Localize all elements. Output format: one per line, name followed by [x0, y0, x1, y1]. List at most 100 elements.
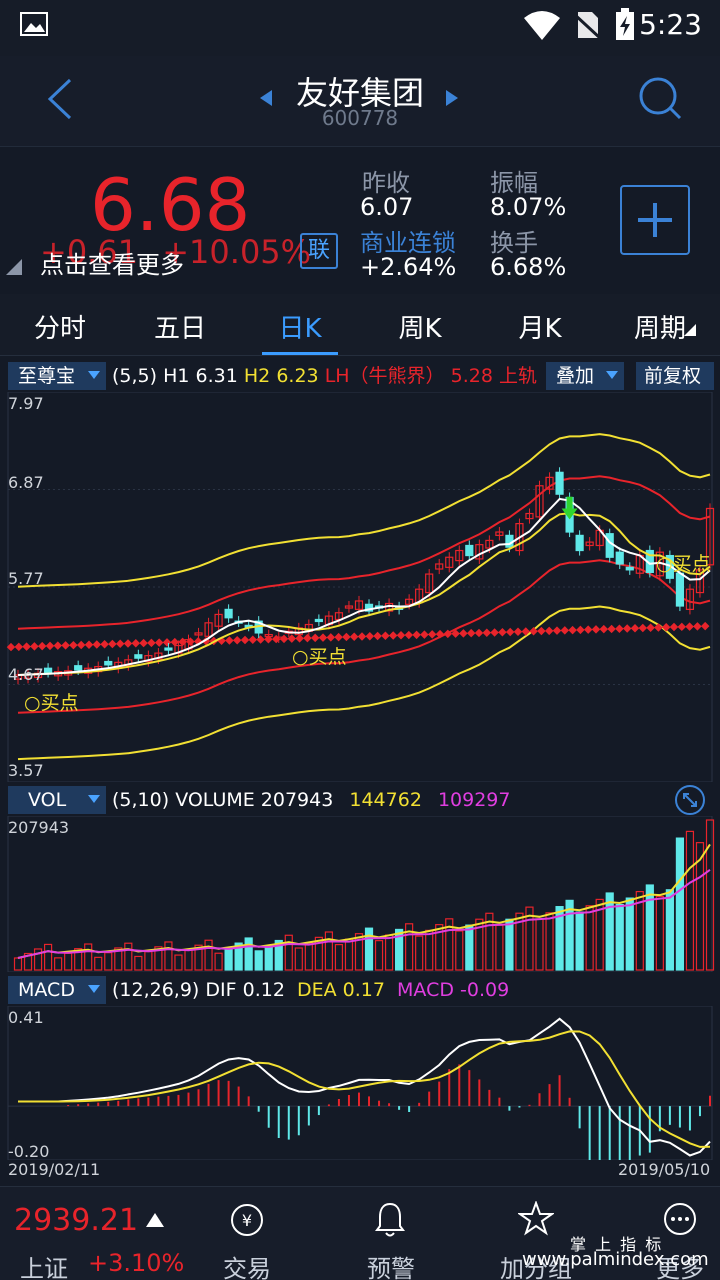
candle-body	[74, 665, 83, 671]
bull-bear-marker	[248, 635, 258, 645]
nav-trade[interactable]: 交易	[223, 1255, 271, 1280]
next-stock-icon[interactable]	[444, 88, 460, 108]
bull-bear-marker	[669, 622, 679, 632]
ma-yellow-line	[17, 512, 711, 676]
tab-weekly-k[interactable]: 周K	[398, 314, 442, 344]
volume-ma5: 144762	[349, 789, 422, 811]
volume-bar	[364, 927, 374, 971]
more-icon[interactable]	[662, 1201, 698, 1237]
sector-link[interactable]: 商业连锁	[360, 229, 456, 257]
bull-bear-marker	[100, 640, 109, 649]
volume-bar	[64, 952, 73, 971]
macd-chart[interactable]	[0, 1006, 720, 1160]
volume-bar	[74, 948, 83, 971]
linked-button[interactable]: 联	[300, 233, 338, 269]
volume-bar	[244, 937, 253, 971]
volume-chart[interactable]	[0, 816, 720, 972]
kline-indicator-bar: 至尊宝 (5,5) H1 6.31 H2 6.23 LH（牛熊界） 5.28 上…	[0, 360, 720, 394]
volume-bar	[114, 947, 123, 971]
no-sim-icon	[572, 12, 602, 40]
volume-bar	[374, 940, 384, 971]
expand-icon[interactable]	[674, 784, 706, 816]
svg-text:¥: ¥	[242, 1211, 252, 1230]
bull-bear-marker	[451, 629, 460, 638]
bull-bear-marker	[170, 637, 180, 647]
volume-bar	[384, 934, 394, 971]
nav-add-group[interactable]: 加分组	[500, 1255, 572, 1280]
volume-bar	[415, 935, 424, 971]
nav-alert[interactable]: 预警	[367, 1255, 415, 1280]
volume-bar	[13, 957, 23, 971]
prev-close-label: 昨收	[362, 169, 410, 197]
bull-bear-marker	[498, 627, 507, 637]
search-icon[interactable]	[636, 74, 684, 122]
bull-bear-marker	[661, 623, 671, 632]
volume-bar	[525, 906, 534, 971]
quote-panel[interactable]: 6.68 +0.61 +10.05% 点击查看更多 联 昨收 6.07 商业连锁…	[0, 146, 720, 294]
volume-bar	[314, 936, 323, 971]
volume-bar	[33, 948, 43, 971]
adjust-button[interactable]: 前复权	[636, 362, 714, 390]
tab-daily-k[interactable]: 日K	[278, 314, 322, 344]
volume-bar	[214, 952, 223, 971]
bull-bear-marker	[420, 630, 429, 639]
macd-values: (12,26,9) DIF 0.12 DEA 0.17 MACD -0.09	[112, 976, 509, 1004]
tab-five-day[interactable]: 五日	[153, 314, 206, 344]
volume-bar	[84, 943, 93, 971]
tab-period[interactable]: 周期	[633, 314, 686, 344]
volume-bar	[595, 898, 604, 971]
overlay-select[interactable]: 叠加	[546, 362, 624, 390]
bull-bear-marker	[568, 625, 577, 635]
kline-indicator-select[interactable]: 至尊宝	[8, 362, 106, 390]
amplitude-label: 振幅	[490, 169, 538, 197]
volume-bar	[425, 929, 434, 971]
volume-bar	[304, 942, 313, 971]
volume-bar	[54, 957, 63, 971]
h2-value: 6.23	[276, 365, 319, 387]
bull-bear-marker	[505, 627, 515, 637]
volume-bar	[354, 933, 364, 971]
volume-indicator-select[interactable]: VOL	[8, 786, 106, 814]
bull-bear-marker	[412, 630, 421, 640]
bull-bear-marker	[677, 622, 687, 632]
bull-bear-marker	[318, 633, 328, 642]
trade-icon[interactable]: ¥	[230, 1203, 264, 1237]
prev-stock-icon[interactable]	[258, 88, 274, 108]
add-watchlist-button[interactable]	[620, 185, 690, 255]
bell-icon[interactable]	[374, 1201, 406, 1239]
date-start: 2019/02/11	[8, 1160, 101, 1179]
volume-bar	[104, 952, 113, 971]
chevron-down-icon	[88, 985, 100, 993]
back-icon[interactable]	[44, 76, 76, 122]
volume-indicator-bar: VOL (5,10) VOLUME 207943 144762 109297	[0, 784, 720, 818]
volume-value: 207943	[260, 789, 334, 811]
watermark-url: www.palmindex.com	[522, 1249, 709, 1270]
bull-bear-marker	[459, 629, 468, 638]
price-change-pct: +10.05%	[162, 233, 312, 271]
status-time: 5:23	[639, 8, 702, 41]
bull-bear-marker	[693, 622, 702, 631]
volume-axis-max: 207943	[8, 818, 70, 837]
volume-bar	[545, 912, 554, 971]
bull-bear-marker	[381, 631, 390, 641]
last-price: 6.68	[90, 163, 251, 247]
view-more-hint[interactable]: 点击查看更多	[40, 251, 184, 279]
volume-bar	[665, 889, 674, 971]
stock-header: 友好集团 600778	[0, 56, 720, 146]
volume-values: (5,10) VOLUME 207943 144762 109297	[112, 786, 510, 814]
volume-bar	[565, 899, 574, 971]
bull-bear-marker	[45, 641, 55, 651]
volume-bar	[635, 890, 644, 971]
bull-bear-marker	[591, 625, 601, 634]
volume-bar	[485, 912, 494, 971]
star-icon[interactable]	[518, 1201, 554, 1237]
bull-bear-marker	[560, 626, 570, 635]
index-value[interactable]: 2939.21	[14, 1203, 139, 1238]
macd-indicator-select[interactable]: MACD	[8, 976, 106, 1004]
tab-monthly-k[interactable]: 月K	[518, 314, 562, 344]
nav-more[interactable]: 更多	[656, 1255, 704, 1280]
bull-bear-marker	[139, 638, 148, 648]
candle-body	[425, 573, 434, 594]
kline-chart[interactable]	[0, 392, 720, 782]
tab-intraday[interactable]: 分时	[33, 314, 86, 344]
